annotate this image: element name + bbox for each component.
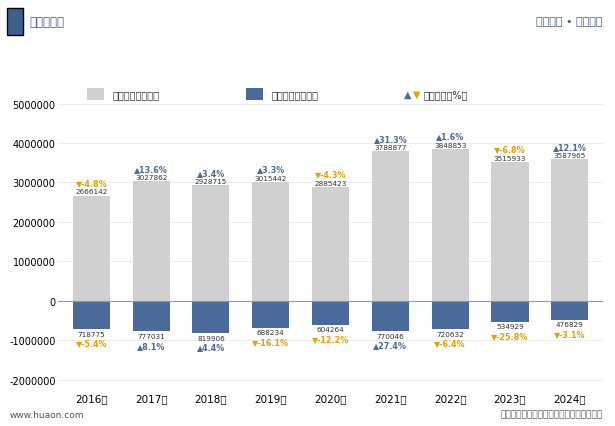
Bar: [133, 182, 170, 301]
Text: 专业严谨 • 客观科学: 专业严谨 • 客观科学: [536, 17, 603, 27]
Text: 2016-2024年11月中山市(境内目的地/货源地)进、出口额: 2016-2024年11月中山市(境内目的地/货源地)进、出口额: [165, 58, 450, 72]
Text: ▼-5.4%: ▼-5.4%: [76, 338, 107, 348]
Text: ▲13.6%: ▲13.6%: [134, 164, 168, 173]
Text: ▼-3.1%: ▼-3.1%: [554, 329, 585, 338]
Bar: [372, 152, 409, 301]
Text: 3015442: 3015442: [255, 175, 287, 181]
Text: 2666142: 2666142: [75, 189, 108, 195]
Text: ▲3.4%: ▲3.4%: [197, 168, 225, 177]
Text: 3515933: 3515933: [494, 155, 526, 161]
Text: ▼-25.8%: ▼-25.8%: [491, 331, 529, 340]
Text: 819906: 819906: [197, 335, 225, 341]
Text: 604264: 604264: [317, 326, 344, 332]
Text: 770046: 770046: [376, 333, 404, 339]
Text: ▲: ▲: [404, 90, 411, 100]
Text: ▲12.1%: ▲12.1%: [553, 142, 587, 151]
Bar: [312, 187, 349, 301]
Text: ▲27.4%: ▲27.4%: [373, 340, 407, 349]
Bar: [87, 89, 105, 101]
Text: ▼-4.8%: ▼-4.8%: [76, 178, 107, 187]
Bar: [372, 301, 409, 331]
Text: 720632: 720632: [436, 331, 464, 337]
Text: 出口额（万美元）: 出口额（万美元）: [113, 90, 160, 100]
Text: ▼-6.4%: ▼-6.4%: [434, 339, 466, 348]
Bar: [192, 301, 229, 334]
Bar: [252, 301, 289, 328]
Bar: [252, 182, 289, 301]
Text: 进口额（万美元）: 进口额（万美元）: [271, 90, 318, 100]
Bar: [312, 301, 349, 325]
Bar: [491, 301, 528, 322]
Text: 3027862: 3027862: [135, 175, 167, 181]
Text: ▲31.3%: ▲31.3%: [373, 134, 407, 144]
Text: 534929: 534929: [496, 323, 524, 329]
Text: 3587965: 3587965: [554, 153, 586, 158]
Text: 华经情报网: 华经情报网: [30, 16, 65, 29]
Text: ▲3.3%: ▲3.3%: [256, 165, 285, 174]
Text: 3788877: 3788877: [374, 145, 407, 151]
Text: 476829: 476829: [556, 321, 584, 327]
Text: 777031: 777031: [137, 333, 165, 339]
Text: ▲8.1%: ▲8.1%: [137, 341, 165, 350]
Text: 同比增长（%）: 同比增长（%）: [424, 90, 469, 100]
Bar: [133, 301, 170, 332]
Text: ▼-12.2%: ▼-12.2%: [312, 334, 349, 343]
Text: 3848853: 3848853: [434, 142, 466, 148]
Bar: [432, 150, 469, 301]
Text: ▼-6.8%: ▼-6.8%: [494, 145, 526, 154]
Bar: [491, 163, 528, 301]
Text: 718775: 718775: [77, 331, 105, 337]
Text: ▲4.4%: ▲4.4%: [197, 343, 225, 351]
Bar: [246, 89, 263, 101]
Text: 2928715: 2928715: [195, 178, 227, 184]
Bar: [73, 301, 110, 329]
Text: ▲1.6%: ▲1.6%: [436, 132, 464, 141]
Bar: [192, 186, 229, 301]
Text: 688234: 688234: [257, 330, 285, 336]
Bar: [73, 196, 110, 301]
Text: www.huaon.com: www.huaon.com: [9, 410, 84, 419]
Text: 数据来源：中国海关、华经产业研究院整理: 数据来源：中国海关、华经产业研究院整理: [501, 410, 603, 419]
Bar: [432, 301, 469, 329]
Text: 2885423: 2885423: [314, 180, 347, 186]
Bar: [551, 160, 589, 301]
Bar: [551, 301, 589, 320]
Text: ▼-16.1%: ▼-16.1%: [252, 337, 289, 346]
FancyBboxPatch shape: [7, 9, 23, 36]
Text: ▼-4.3%: ▼-4.3%: [315, 170, 346, 179]
Text: ▼: ▼: [413, 90, 420, 100]
